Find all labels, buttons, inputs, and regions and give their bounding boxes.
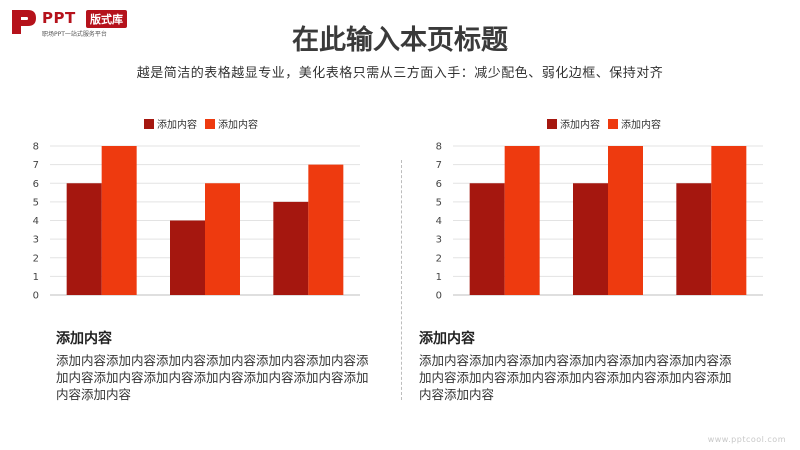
legend-swatch — [547, 118, 557, 129]
y-tick-label: 0 — [33, 291, 39, 302]
y-tick-label: 5 — [436, 197, 442, 208]
y-tick-label: 2 — [436, 253, 442, 264]
page-subtitle: 越是简洁的表格越显专业，美化表格只需从三方面入手：减少配色、弱化边框、保持对齐 — [136, 66, 664, 81]
bar-chart-right: 0 1 2 3 4 5 6 7 8 — [433, 136, 773, 306]
y-tick-label: 1 — [33, 272, 39, 283]
y-tick-label: 3 — [33, 235, 39, 246]
legend-swatch — [205, 118, 215, 129]
logo-wordmark: PPT — [42, 9, 76, 27]
y-tick-label: 5 — [33, 197, 39, 208]
bar-series2 — [308, 164, 344, 295]
brand-logo: PPT 版式库 职场PPT一站式服务平台 — [10, 8, 160, 38]
card-body-right: 添加内容添加内容添加内容添加内容添加内容添加内容添加内容添加内容添加内容添加内容… — [419, 353, 732, 402]
bar-chart-left-svg: 0 1 2 3 4 5 6 7 8 — [33, 142, 360, 302]
bar-series2 — [504, 146, 540, 295]
legend-label: 添加内容 — [621, 120, 661, 131]
legend-item-series2: 添加内容 — [205, 116, 258, 131]
y-tick-label: 7 — [436, 160, 442, 171]
y-tick-label: 1 — [436, 272, 442, 283]
bar-series1 — [273, 201, 309, 295]
legend-swatch — [144, 118, 154, 129]
bar-chart-left: 0 1 2 3 4 5 6 7 8 — [30, 136, 370, 306]
chart-legend-left: 添加内容 添加内容 — [144, 116, 266, 131]
bar-series1 — [170, 220, 205, 295]
y-tick-label: 8 — [33, 142, 39, 153]
logo-tagline: 职场PPT一站式服务平台 — [42, 31, 107, 38]
chart-legend-right: 添加内容 添加内容 — [547, 116, 669, 131]
y-tick-label: 6 — [436, 179, 442, 190]
bar-series1 — [573, 183, 608, 295]
logo-badge: 版式库 — [86, 10, 127, 28]
card-heading-left: 添加内容 — [56, 331, 112, 347]
bar-series1 — [66, 183, 102, 295]
legend-label: 添加内容 — [560, 120, 600, 131]
legend-label: 添加内容 — [218, 120, 258, 131]
legend-item-series2: 添加内容 — [608, 116, 661, 131]
y-tick-label: 0 — [436, 291, 442, 302]
bar-series2 — [205, 183, 240, 295]
page-title: 在此输入本页标题 — [292, 25, 508, 56]
bar-series2 — [711, 146, 747, 295]
y-tick-label: 8 — [436, 142, 442, 153]
bar-chart-right-svg: 0 1 2 3 4 5 6 7 8 — [436, 142, 763, 302]
ppt-logo-icon — [12, 10, 36, 34]
y-tick-label: 4 — [436, 216, 442, 227]
bar-series2 — [101, 146, 137, 295]
y-tick-label: 6 — [33, 179, 39, 190]
y-tick-label: 3 — [436, 235, 442, 246]
legend-item-series1: 添加内容 — [547, 116, 600, 131]
legend-item-series1: 添加内容 — [144, 116, 197, 131]
y-tick-label: 4 — [33, 216, 39, 227]
column-divider — [401, 160, 402, 400]
legend-swatch — [608, 118, 618, 129]
y-tick-label: 2 — [33, 253, 39, 264]
bar-series2 — [608, 146, 643, 295]
watermark: www.pptcool.com — [707, 435, 786, 444]
bar-series1 — [469, 183, 505, 295]
bar-series1 — [676, 183, 712, 295]
card-body-left: 添加内容添加内容添加内容添加内容添加内容添加内容添加内容添加内容添加内容添加内容… — [56, 353, 369, 402]
legend-label: 添加内容 — [157, 120, 197, 131]
y-tick-label: 7 — [33, 160, 39, 171]
card-heading-right: 添加内容 — [419, 331, 475, 347]
